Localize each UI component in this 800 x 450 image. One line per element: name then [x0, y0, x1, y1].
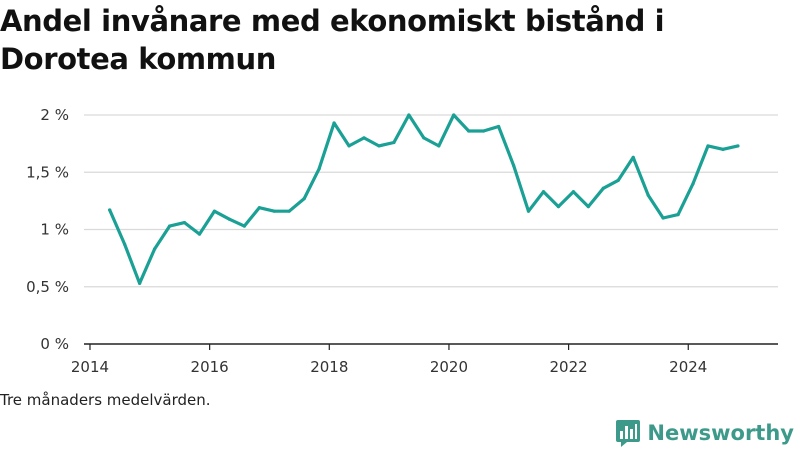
data-point	[601, 186, 605, 190]
data-point	[212, 209, 217, 213]
x-tick-label: 2018	[310, 358, 348, 376]
chart-title: Andel invånare med ekonomiskt bistånd i …	[0, 4, 665, 76]
data-point	[138, 281, 142, 285]
brand-logo[interactable]: Newsworthy	[615, 418, 794, 448]
data-point	[272, 209, 276, 213]
data-point	[691, 182, 695, 186]
y-tick-label: 1 %	[40, 221, 69, 239]
data-point	[556, 205, 561, 209]
data-point	[407, 113, 411, 117]
data-point	[287, 209, 291, 213]
data-point	[257, 206, 261, 210]
data-point	[616, 178, 620, 182]
y-axis: 0 % 0,5 % 1 % 1,5 % 2 %	[26, 106, 69, 353]
x-tick-label: 2022	[550, 358, 588, 376]
data-point	[482, 129, 486, 133]
data-point	[392, 140, 396, 145]
data-point	[467, 129, 471, 133]
data-point	[167, 224, 172, 228]
data-point	[242, 224, 246, 228]
y-tick-label: 0 %	[40, 335, 69, 353]
data-point	[526, 209, 531, 213]
x-tick-label: 2024	[669, 358, 707, 376]
data-point	[497, 124, 501, 129]
data-point	[676, 213, 680, 217]
data-point	[721, 147, 725, 151]
y-tick-label: 2 %	[40, 106, 69, 124]
grid-lines	[84, 114, 778, 288]
data-point	[511, 163, 516, 167]
data-point	[362, 136, 366, 140]
data-point	[332, 121, 336, 125]
data-point	[736, 144, 740, 148]
y-tick-label: 1,5 %	[26, 163, 69, 181]
data-point	[108, 208, 112, 212]
data-point	[571, 190, 575, 194]
data-point	[631, 155, 635, 159]
series-lines	[108, 113, 740, 285]
data-point	[422, 136, 426, 140]
data-point	[302, 196, 306, 201]
data-point	[661, 216, 665, 220]
brand-name: Newsworthy	[647, 421, 794, 445]
data-point	[182, 221, 187, 225]
data-point	[197, 232, 202, 236]
newsworthy-logo-icon	[616, 420, 641, 447]
data-point	[541, 190, 546, 194]
data-point	[646, 193, 650, 197]
data-point	[586, 205, 590, 209]
data-point	[437, 144, 441, 148]
x-axis: 2014 2016 2018 2020 2022 2024	[71, 343, 778, 376]
footnote: Tre månaders medelvärden.	[0, 391, 211, 409]
data-point	[706, 144, 710, 148]
series-line	[108, 113, 740, 285]
data-point	[347, 144, 351, 148]
data-point	[377, 144, 381, 148]
data-point	[152, 247, 157, 251]
x-tick-label: 2016	[191, 358, 229, 376]
y-tick-label: 0,5 %	[26, 278, 69, 296]
data-point	[317, 167, 321, 171]
x-tick-label: 2020	[430, 358, 468, 376]
data-point	[227, 217, 231, 221]
data-point	[123, 242, 127, 246]
data-point	[452, 113, 456, 117]
x-tick-label: 2014	[71, 358, 109, 376]
